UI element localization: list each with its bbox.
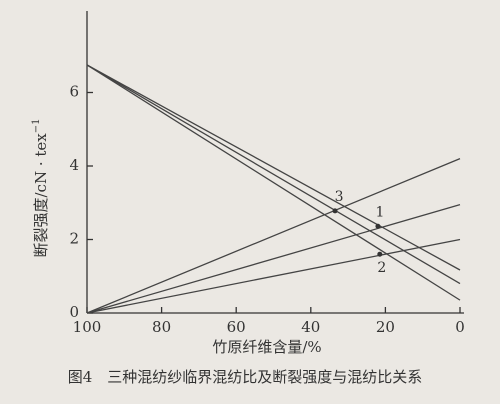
caption: 图4 三种混纺纱临界混纺比及断裂强度与混纺比关系 [68,368,423,386]
y-label-sup: −1 [31,119,42,134]
y-tick-label: 0 [69,303,79,321]
line [86,64,461,271]
y-tick-label: 6 [69,83,79,101]
x-tick-label: 0 [455,318,465,336]
line [86,158,461,314]
line [86,64,461,285]
intersection-point [332,208,338,214]
y-tick-label: 2 [69,230,79,248]
x-tick-label: 40 [301,318,320,336]
x-tick-label: 80 [152,318,171,336]
x-tick-label: 100 [73,318,102,336]
x-axis-label: 竹原纤维含量/% [212,338,321,356]
line [86,238,461,314]
point-label: 1 [375,204,384,220]
y-label-main: 断裂强度/cN · tex [32,133,50,258]
x-tick-label: 20 [376,318,395,336]
intersection-point [377,251,383,257]
point-label: 2 [377,260,386,276]
x-tick-label: 60 [227,318,246,336]
y-tick-label: 4 [69,156,79,174]
y-axis-label: 断裂强度/cN · tex−1 [31,119,51,258]
intersection-point [375,223,381,229]
point-label: 3 [335,189,344,205]
line [86,203,461,314]
line [86,64,461,301]
